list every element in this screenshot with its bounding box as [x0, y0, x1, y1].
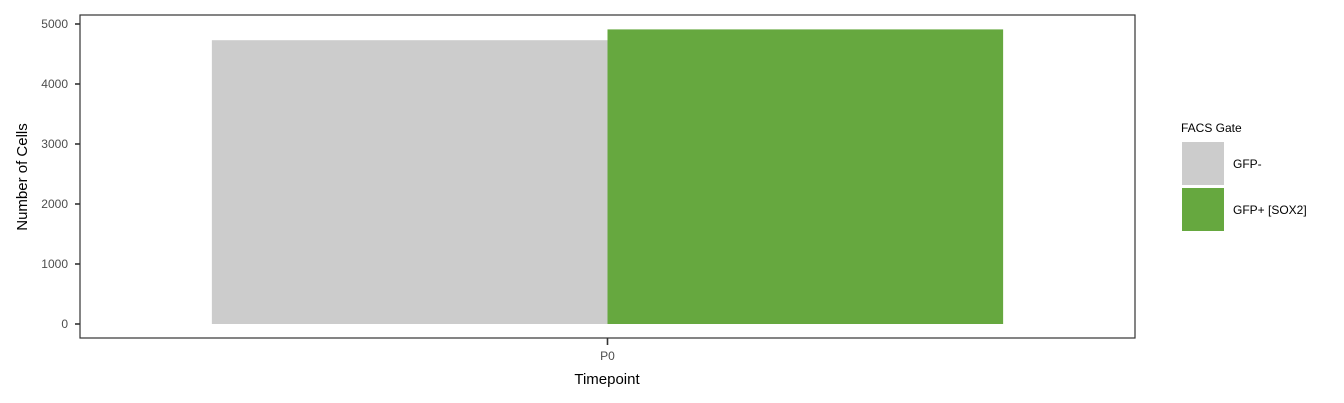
bar-p0-1 [607, 29, 1004, 325]
legend: FACS Gate GFP- GFP+ [SOX2] [1181, 121, 1307, 231]
y-tick-label: 2000 [41, 197, 68, 211]
legend-title: FACS Gate [1181, 121, 1242, 135]
y-axis: 0 1000 2000 3000 4000 5000 [41, 17, 80, 331]
y-tick-label: 3000 [41, 137, 68, 151]
y-axis-title: Number of Cells [14, 123, 31, 231]
bars-group [211, 29, 1004, 325]
legend-label-1: GFP+ [SOX2] [1233, 203, 1307, 217]
bar-p0-0 [211, 40, 608, 324]
legend-swatch-1 [1182, 188, 1224, 231]
x-axis-title: Timepoint [574, 371, 640, 388]
y-tick-label: 5000 [41, 17, 68, 31]
x-axis: P0 [600, 338, 615, 363]
legend-label-0: GFP- [1233, 157, 1262, 171]
y-tick-label: 1000 [41, 257, 68, 271]
legend-swatch-0 [1182, 142, 1224, 185]
y-tick-label: 0 [61, 317, 68, 331]
x-tick-label: P0 [600, 349, 615, 363]
y-tick-label: 4000 [41, 77, 68, 91]
